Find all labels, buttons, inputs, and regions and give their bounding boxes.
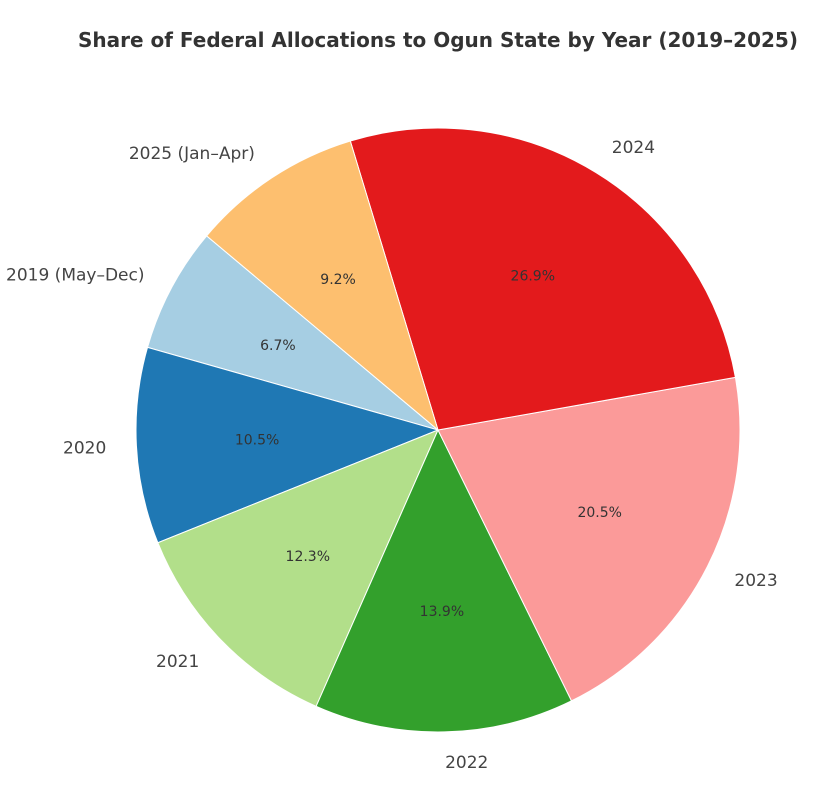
pie-slice-2 bbox=[157, 429, 439, 707]
slice-pct-5: 26.9% bbox=[511, 269, 555, 285]
slice-pct-1: 10.5% bbox=[235, 433, 279, 449]
slice-pct-4: 20.5% bbox=[577, 505, 621, 521]
pie-slice-1 bbox=[135, 346, 440, 544]
pie-slice-4 bbox=[437, 376, 741, 702]
pie-slices bbox=[135, 127, 741, 733]
slice-pct-2: 12.3% bbox=[286, 549, 330, 565]
slice-label-5: 2024 bbox=[612, 138, 655, 158]
pie-labels: 2019 (May–Dec) 6.7% 2020 10.5% 2021 12.3% 2022… bbox=[6, 138, 778, 773]
pie-slice-3 bbox=[315, 428, 573, 733]
slice-label-0: 2019 (May–Dec) bbox=[6, 265, 144, 285]
chart-title: Share of Federal Allocations to Ogun Sta… bbox=[78, 28, 798, 52]
pie-slice-0 bbox=[146, 235, 439, 431]
slice-pct-6: 9.2% bbox=[320, 272, 356, 288]
slice-label-4: 2023 bbox=[734, 571, 777, 591]
slice-label-2: 2021 bbox=[156, 652, 199, 672]
pie-slice-5 bbox=[349, 127, 736, 431]
slice-label-3: 2022 bbox=[445, 753, 488, 773]
slice-label-1: 2020 bbox=[63, 439, 106, 459]
slice-label-6: 2025 (Jan–Apr) bbox=[129, 144, 255, 164]
slice-pct-0: 6.7% bbox=[260, 338, 296, 354]
pie-slice-6 bbox=[205, 140, 439, 432]
slice-pct-3: 13.9% bbox=[420, 604, 464, 620]
